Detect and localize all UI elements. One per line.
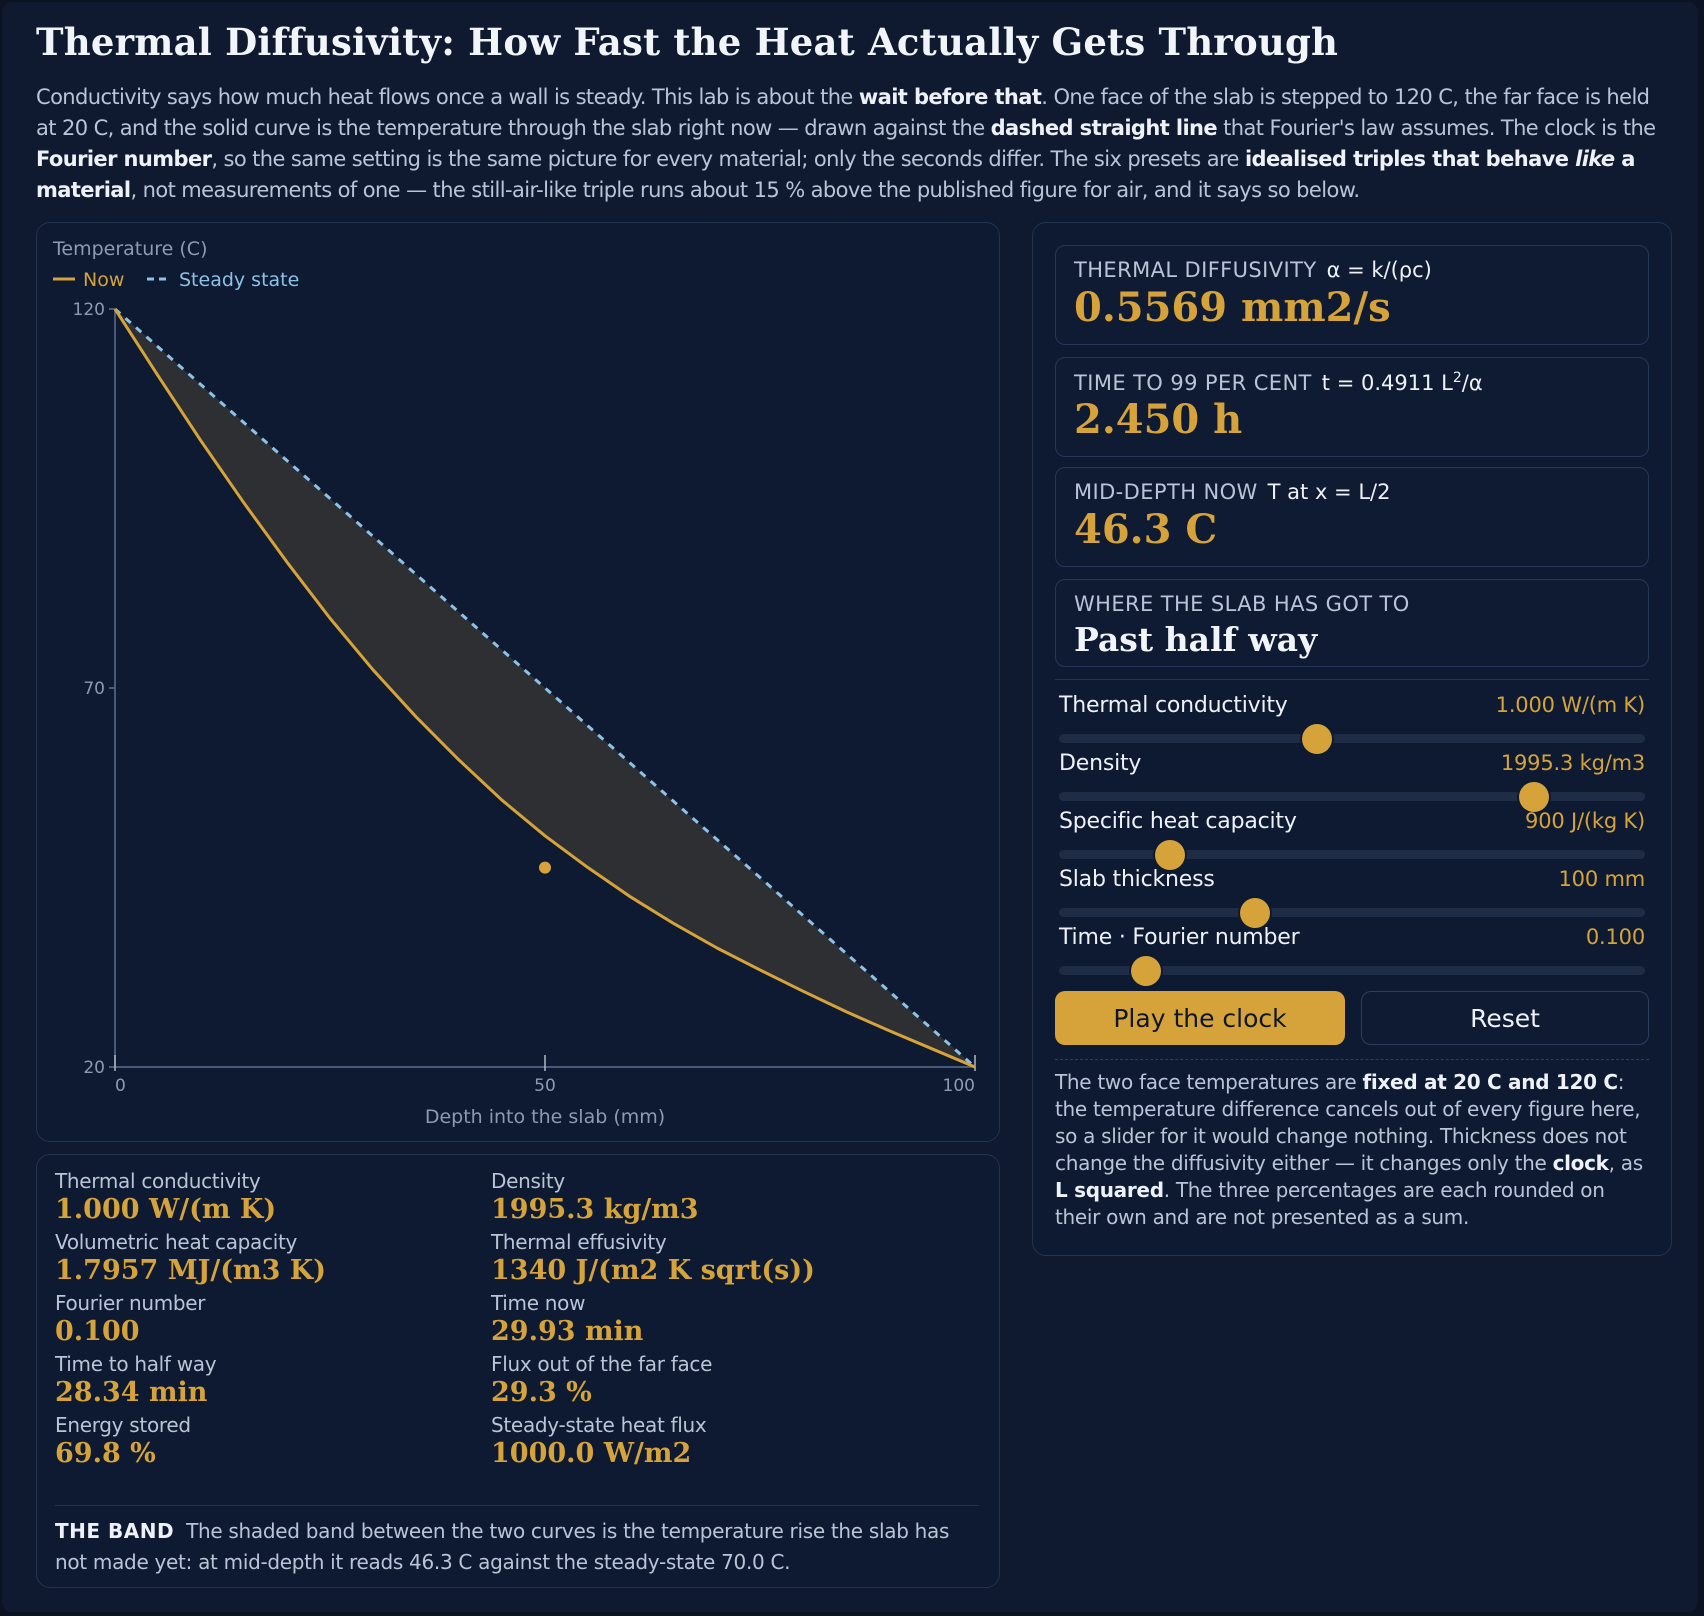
stat-label: Flux out of the far face (491, 1352, 713, 1376)
time-to-99-label: TIME TO 99 PER CENT (1074, 371, 1312, 395)
stat-item: Thermal conductivity 1.000 W/(m K) (55, 1169, 495, 1225)
slider-value: 900 J/(kg K) (1525, 809, 1645, 833)
stat-label: Steady-state heat flux (491, 1413, 707, 1437)
slider-label: Time · Fourier number (1059, 925, 1300, 950)
time-to-99-card: TIME TO 99 PER CENT t = 0.4911 L2/α 2.450… (1055, 357, 1649, 457)
slider-track[interactable] (1059, 908, 1645, 917)
slider-thumb[interactable] (1155, 840, 1186, 870)
stat-label: Time to half way (55, 1352, 217, 1376)
slider-label: Density (1059, 751, 1142, 776)
slider-thumb[interactable] (1518, 782, 1549, 812)
stat-item: Steady-state heat flux 1000.0 W/m2 (491, 1413, 931, 1469)
slider-track[interactable] (1059, 734, 1645, 743)
mid-depth-marker (539, 861, 551, 874)
mid-depth-formula: T at x = L/2 (1267, 480, 1391, 504)
stat-value: 1000.0 W/m2 (491, 1438, 692, 1469)
stat-value: 0.100 (55, 1316, 140, 1347)
slider-track[interactable] (1059, 850, 1645, 859)
progress-label: WHERE THE SLAB HAS GOT TO (1074, 592, 1410, 616)
intro-paragraph: Conductivity says how much heat flows on… (36, 85, 1656, 202)
stat-label: Time now (491, 1291, 586, 1315)
slider-value: 1995.3 kg/m3 (1500, 751, 1645, 775)
slider-density[interactable]: Density 1995.3 kg/m3 (1059, 751, 1645, 812)
stat-value: 29.93 min (491, 1316, 644, 1347)
diffusivity-label: THERMAL DIFFUSIVITY (1074, 258, 1317, 282)
time-to-99-value: 2.450 h (1074, 396, 1243, 443)
band-note: THE BAND The shaded band between the two … (55, 1505, 979, 1578)
slider-specific-heat-capacity[interactable]: Specific heat capacity 900 J/(kg K) (1059, 809, 1645, 870)
slider-track[interactable] (1059, 792, 1645, 801)
dashed-divider (1055, 1059, 1649, 1060)
reset-button[interactable]: Reset (1361, 991, 1649, 1045)
y-tick-label: 20 (83, 1058, 105, 1078)
y-tick-label: 120 (73, 300, 105, 320)
slider-label: Thermal conductivity (1059, 693, 1288, 718)
x-tick-label: 50 (534, 1076, 556, 1096)
stat-label: Thermal effusivity (491, 1230, 667, 1254)
stat-item: Time now 29.93 min (491, 1291, 931, 1347)
stat-item: Density 1995.3 kg/m3 (491, 1169, 931, 1225)
temperature-profile-chart: 20 70 120 0 50 100 Temperature (C) Depth into t… (52, 238, 976, 1128)
diffusivity-formula: α = k/(ρc) (1326, 258, 1432, 282)
y-tick-label: 70 (83, 679, 105, 699)
stat-item: Thermal effusivity 1340 J/(m2 K sqrt(s)) (491, 1230, 931, 1286)
chart-panel: 20 70 120 0 50 100 Temperature (C) Depth into t… (36, 222, 1000, 1142)
stat-value: 1.000 W/(m K) (55, 1194, 277, 1225)
y-axis-label: Temperature (C) (52, 238, 208, 260)
stat-label: Density (491, 1169, 565, 1193)
slider-thumb[interactable] (1301, 724, 1332, 754)
mid-depth-card: MID-DEPTH NOW T at x = L/2 46.3 C (1055, 467, 1649, 567)
stat-label: Thermal conductivity (55, 1169, 261, 1193)
slider-label: Specific heat capacity (1059, 809, 1297, 834)
stat-value: 1.7957 MJ/(m3 K) (55, 1255, 327, 1286)
progress-card: WHERE THE SLAB HAS GOT TO Past half way (1055, 579, 1649, 667)
mid-depth-label: MID-DEPTH NOW (1074, 480, 1258, 504)
divider (1055, 679, 1649, 680)
slider-label: Slab thickness (1059, 867, 1215, 892)
side-note: The two face temperatures are fixed at 2… (1055, 1070, 1643, 1229)
slider-thumb[interactable] (1130, 956, 1161, 986)
stat-value: 29.3 % (491, 1377, 592, 1408)
slider-track[interactable] (1059, 966, 1645, 975)
steady-state-line (114, 307, 976, 1069)
stat-value: 1995.3 kg/m3 (491, 1194, 699, 1225)
slider-thumb[interactable] (1240, 898, 1271, 928)
time-to-99-formula: t = 0.4911 L2/α (1321, 370, 1483, 395)
diffusivity-value: 0.5569 mm2/s (1074, 284, 1391, 331)
legend-steady-label: Steady state (179, 269, 299, 291)
now-curve (113, 308, 976, 1069)
x-tick-label: 0 (115, 1076, 126, 1096)
stat-item: Energy stored 69.8 % (55, 1413, 495, 1469)
band-text: The shaded band between the two curves i… (55, 1519, 950, 1574)
slider-thermal-conductivity[interactable]: Thermal conductivity 1.000 W/(m K) (1059, 693, 1646, 754)
play-clock-button[interactable]: Play the clock (1055, 991, 1345, 1045)
stat-item: Time to half way 28.34 min (55, 1352, 495, 1408)
stat-item: Volumetric heat capacity 1.7957 MJ/(m3 K) (55, 1230, 495, 1286)
stat-value: 1340 J/(m2 K sqrt(s)) (491, 1255, 815, 1286)
slider-slab-thickness[interactable]: Slab thickness 100 mm (1059, 867, 1646, 928)
stat-label: Energy stored (55, 1413, 191, 1437)
legend-now-label: Now (83, 269, 124, 291)
slider-value: 100 mm (1558, 867, 1646, 891)
x-tick-label: 100 (943, 1076, 975, 1096)
diffusivity-card: THERMAL DIFFUSIVITY α = k/(ρc) 0.5569 mm2… (1055, 245, 1649, 345)
progress-value: Past half way (1074, 620, 1318, 659)
page-title: Thermal Diffusivity: How Fast the Heat A… (36, 20, 1339, 64)
slider-value: 1.000 W/(m K) (1495, 693, 1646, 717)
mid-depth-value: 46.3 C (1074, 506, 1218, 553)
band-tag: THE BAND (55, 1519, 175, 1543)
control-panel: THERMAL DIFFUSIVITY α = k/(ρc) 0.5569 mm2… (1032, 222, 1672, 1256)
stat-value: 69.8 % (55, 1438, 156, 1469)
x-axis-label: Depth into the slab (mm) (425, 1106, 665, 1128)
stat-item: Flux out of the far face 29.3 % (491, 1352, 931, 1408)
slider-value: 0.100 (1585, 925, 1645, 949)
stat-item: Fourier number 0.100 (55, 1291, 495, 1347)
stat-value: 28.34 min (55, 1377, 208, 1408)
stats-panel: Thermal conductivity 1.000 W/(m K) Density… (36, 1154, 1000, 1588)
slider-time-fourier-number[interactable]: Time · Fourier number 0.100 (1059, 925, 1645, 986)
stat-label: Fourier number (55, 1291, 206, 1315)
stat-label: Volumetric heat capacity (55, 1230, 298, 1254)
